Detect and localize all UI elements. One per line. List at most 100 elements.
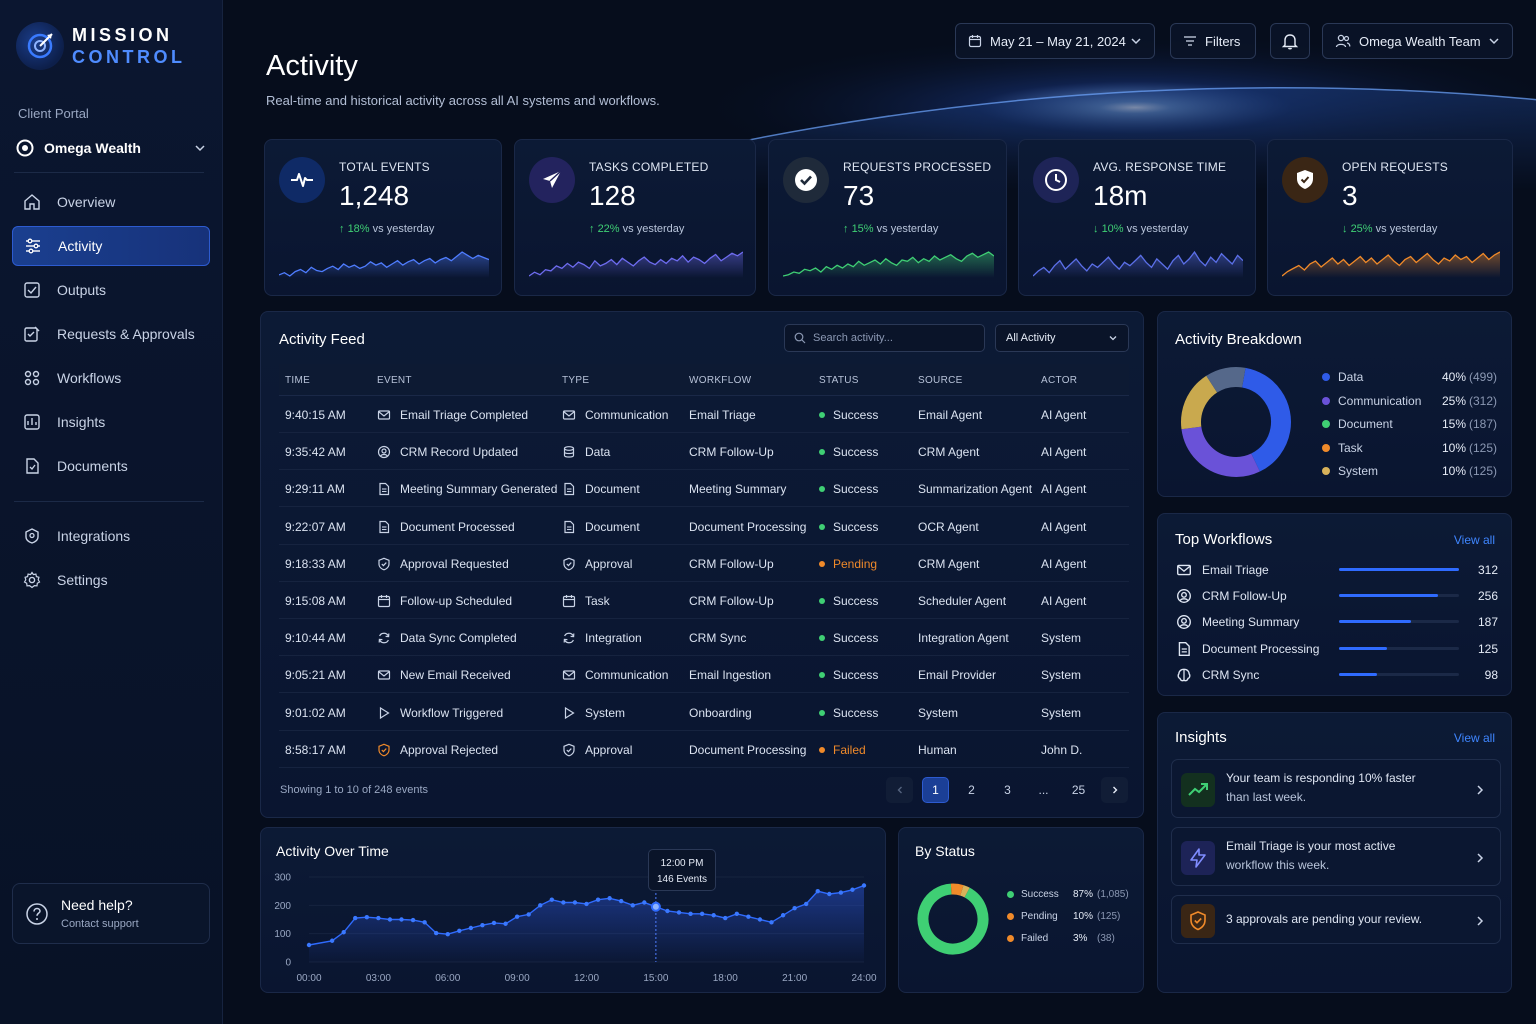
table-row[interactable]: 9:35:42 AM CRM Record Updated Data CRM F… [279,433,1129,471]
nav-outputs[interactable]: Outputs [12,270,210,310]
data-point[interactable] [480,922,485,928]
nav-insights[interactable]: Insights [12,402,210,442]
data-point[interactable] [757,917,763,922]
insights-view-all-link[interactable]: View all [1453,731,1495,745]
data-point[interactable] [642,900,647,905]
donut-slice[interactable] [1181,367,1291,477]
col-type[interactable]: TYPE [562,375,590,386]
table-row[interactable]: 9:29:11 AM Meeting Summary Generated Doc… [279,470,1129,508]
data-point[interactable] [468,925,474,931]
date-range-picker[interactable]: May 21 – May 21, 2024 [955,23,1155,59]
table-row[interactable]: 9:40:15 AM Email Triage Completed Commun… [279,396,1129,433]
col-actor[interactable]: ACTOR [1041,375,1078,386]
data-point[interactable] [595,897,601,902]
page-button[interactable]: 3 [1004,783,1011,797]
insight-card[interactable]: Email Triage is your most active workflo… [1171,827,1501,886]
data-point[interactable] [561,900,566,905]
search-input[interactable]: Search activity... [784,324,985,352]
table-row[interactable]: 9:22:07 AM Document Processed Document D… [279,508,1129,545]
workflow-row[interactable]: Email Triage 312 [1176,560,1498,580]
nav-workflows[interactable]: Workflows [12,358,210,398]
data-point[interactable] [688,911,693,917]
data-point[interactable] [329,938,335,943]
data-point[interactable] [410,917,416,923]
nav-integrations[interactable]: Integrations [12,516,210,556]
data-point[interactable] [584,901,589,907]
data-point[interactable] [503,921,508,926]
page-button[interactable]: 2 [968,783,975,797]
logo[interactable]: MISSION CONTROL [16,22,186,70]
data-point[interactable] [723,915,728,921]
data-point[interactable] [514,914,520,919]
workflow-row[interactable]: CRM Follow-Up 256 [1176,586,1498,606]
page-button[interactable]: 25 [1071,783,1086,797]
data-point[interactable] [803,901,809,907]
donut-slice[interactable] [1181,367,1291,477]
data-point[interactable] [769,920,774,925]
data-point[interactable] [433,930,439,936]
data-point[interactable] [549,897,555,902]
table-row[interactable]: 9:15:08 AM Follow-up Scheduled Task CRM … [279,582,1129,619]
prev-page-button[interactable] [886,777,913,803]
data-point[interactable] [526,912,531,917]
workflow-row[interactable]: Document Processing 125 [1176,639,1498,659]
donut-slice[interactable] [915,881,991,957]
nav-requests-approvals[interactable]: Requests & Approvals [12,314,210,354]
table-row[interactable]: 8:58:17 AM Approval Rejected Approval Do… [279,731,1129,768]
data-point[interactable] [746,914,751,919]
insight-card[interactable]: Your team is responding 10% faster than … [1171,759,1501,818]
nav-activity[interactable]: Activity [12,226,210,266]
data-point[interactable] [861,883,867,888]
col-event[interactable]: EVENT [377,375,412,386]
workflow-row[interactable]: Meeting Summary 187 [1176,612,1498,632]
data-point[interactable] [399,917,404,922]
insight-card[interactable]: 3 approvals are pending your review. [1171,895,1501,944]
data-point[interactable] [538,903,543,908]
next-page-button[interactable] [1101,777,1128,803]
table-row[interactable]: 9:05:21 AM New Email Received Communicat… [279,656,1129,694]
data-point[interactable] [699,911,705,917]
col-time[interactable]: TIME [285,375,311,386]
data-point[interactable] [650,901,661,912]
data-point[interactable] [445,932,450,937]
data-point[interactable] [341,930,346,935]
data-point[interactable] [630,903,635,908]
col-status[interactable]: STATUS [819,375,859,386]
filters-button[interactable]: Filters [1170,23,1256,59]
stat-card-avg-response-time[interactable]: AVG. RESPONSE TIME 18m ↓ 10% vs yesterda… [1018,139,1256,296]
data-point[interactable] [665,908,670,914]
data-point[interactable] [827,891,832,897]
donut-slice[interactable] [1181,367,1291,477]
data-point[interactable] [711,913,716,918]
data-point[interactable] [792,905,797,911]
data-point[interactable] [422,920,427,925]
data-point[interactable] [607,896,612,901]
data-point[interactable] [618,898,624,904]
data-point[interactable] [457,928,462,934]
stat-card-tasks-completed[interactable]: TASKS COMPLETED 128 ↑ 22% vs yesterday [514,139,756,296]
data-point[interactable] [815,888,820,894]
data-point[interactable] [353,915,358,921]
data-point[interactable] [734,911,740,917]
stat-card-open-requests[interactable]: OPEN REQUESTS 3 ↓ 25% vs yesterday [1267,139,1513,296]
nav-documents[interactable]: Documents [12,446,210,486]
help-box[interactable]: Need help? Contact support [12,883,210,944]
data-point[interactable] [364,915,370,920]
data-point[interactable] [306,942,312,948]
page-button[interactable]: 1 [922,777,949,803]
top-workflows-view-all-link[interactable]: View all [1453,533,1495,547]
col-source[interactable]: SOURCE [918,375,963,386]
activity-filter-select[interactable]: All Activity [995,324,1129,352]
stat-card-requests-processed[interactable]: REQUESTS PROCESSED 73 ↑ 15% vs yesterday [768,139,1007,296]
col-workflow[interactable]: WORKFLOW [689,375,752,386]
table-row[interactable]: 9:01:02 AM Workflow Triggered System Onb… [279,694,1129,731]
client-selector[interactable]: Omega Wealth [16,137,206,159]
notifications-button[interactable] [1270,23,1310,59]
data-point[interactable] [838,890,844,895]
activity-area-chart[interactable]: 0 100 200 300 00:00 03:00 06:00 09:00 12:00 15:00… [261,828,887,994]
table-row[interactable]: 9:18:33 AM Approval Requested Approval C… [279,545,1129,582]
table-row[interactable]: 9:10:44 AM Data Sync Completed Integrati… [279,619,1129,657]
data-point[interactable] [572,900,578,905]
nav-settings[interactable]: Settings [12,560,210,600]
stat-card-total-events[interactable]: TOTAL EVENTS 1,248 ↑ 18% vs yesterday [264,139,502,296]
